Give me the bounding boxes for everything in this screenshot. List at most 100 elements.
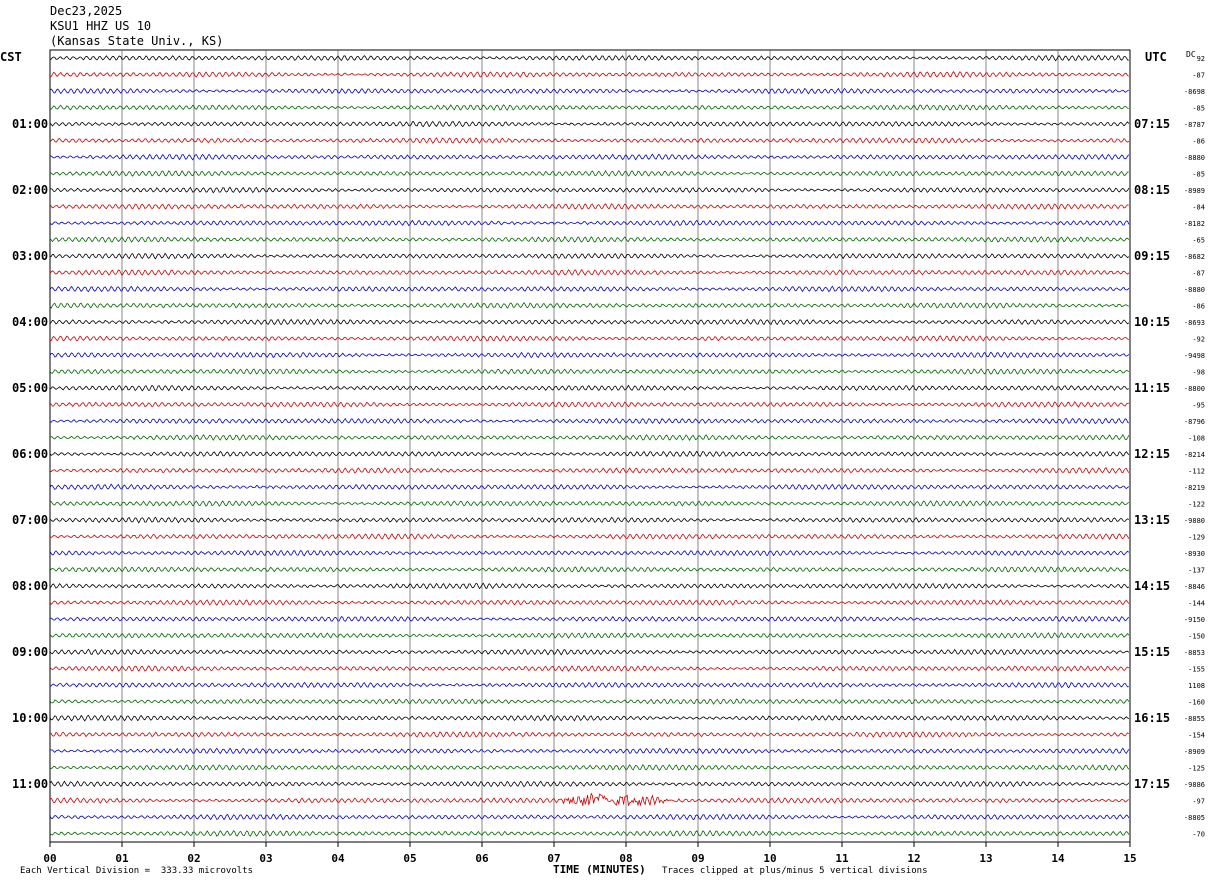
cst-hour-label: 08:00 xyxy=(12,579,48,593)
dc-offset-label: -9150 xyxy=(1184,616,1205,624)
seismic-trace xyxy=(49,302,1129,309)
seismic-trace xyxy=(49,533,1130,540)
dc-offset-label: -8693 xyxy=(1184,319,1205,327)
dc-offset-label: -95 xyxy=(1192,402,1205,410)
dc-offset-label: -8853 xyxy=(1184,649,1205,657)
seismic-trace xyxy=(49,566,1130,573)
dc-offset-label: -154 xyxy=(1188,732,1205,740)
seismic-trace xyxy=(49,829,1130,837)
dc-offset-label: -8855 xyxy=(1184,715,1205,723)
dc-offset-label: -144 xyxy=(1188,600,1205,608)
seismic-trace xyxy=(49,731,1130,738)
dc-offset-label: 92 xyxy=(1197,55,1205,63)
seismic-trace xyxy=(49,368,1130,375)
clip-note: Traces clipped at plus/minus 5 vertical … xyxy=(662,866,928,876)
seismic-trace xyxy=(49,582,1130,590)
plot-frame xyxy=(49,49,1131,843)
x-tick-label: 03 xyxy=(259,852,272,865)
dc-offset-label: -150 xyxy=(1188,633,1205,641)
utc-hour-label: 16:15 xyxy=(1134,711,1170,725)
seismic-trace xyxy=(49,792,1129,807)
seismic-trace xyxy=(49,450,1130,458)
seismic-trace xyxy=(49,483,1130,491)
dc-offset-label: -9886 xyxy=(1184,781,1205,789)
dc-offset-label: -86 xyxy=(1192,138,1205,146)
dc-offset-label: -8787 xyxy=(1184,121,1205,129)
seismic-trace xyxy=(49,186,1130,194)
seismic-trace xyxy=(49,780,1130,788)
utc-hour-label: 09:15 xyxy=(1134,249,1170,263)
dc-offset-label: -8796 xyxy=(1184,418,1205,426)
utc-hour-label: 12:15 xyxy=(1134,447,1170,461)
cst-hour-label: 05:00 xyxy=(12,381,48,395)
seismic-trace xyxy=(49,203,1129,210)
seismic-trace xyxy=(49,698,1130,705)
dc-offset-label: -85 xyxy=(1192,105,1205,113)
seismic-trace xyxy=(49,681,1129,689)
seismic-trace xyxy=(49,747,1130,755)
dc-offset-label: -8682 xyxy=(1184,253,1205,261)
utc-hour-label: 15:15 xyxy=(1134,645,1170,659)
seismic-trace xyxy=(49,351,1130,359)
x-tick-label: 12 xyxy=(907,852,920,865)
x-tick-label: 09 xyxy=(691,852,704,865)
seismic-trace xyxy=(49,500,1130,507)
dc-offset-label: -86 xyxy=(1192,303,1205,311)
dc-offset-label: -108 xyxy=(1188,435,1205,443)
utc-hour-label: 14:15 xyxy=(1134,579,1170,593)
seismic-trace xyxy=(49,434,1130,441)
utc-hour-label: 10:15 xyxy=(1134,315,1170,329)
dc-offset-label: -8805 xyxy=(1184,814,1205,822)
x-tick-label: 06 xyxy=(475,852,489,865)
left-timezone-label: CST xyxy=(0,50,22,64)
seismic-trace xyxy=(49,764,1130,771)
dc-offset-label: -8698 xyxy=(1184,88,1205,96)
dc-offset-label: -129 xyxy=(1188,534,1205,542)
seismic-trace xyxy=(49,599,1130,606)
seismic-trace xyxy=(49,384,1130,392)
dc-offset-label: -8214 xyxy=(1184,451,1205,459)
cst-hour-label: 11:00 xyxy=(12,777,48,791)
dc-offset-label: -70 xyxy=(1192,831,1205,839)
dc-offset-label: -137 xyxy=(1188,567,1205,575)
seismic-trace xyxy=(49,285,1130,293)
seismic-trace xyxy=(49,632,1130,639)
cst-hour-label: 10:00 xyxy=(12,711,48,725)
seismic-trace xyxy=(49,714,1130,722)
dc-offset-label: -155 xyxy=(1188,666,1205,674)
trace-group xyxy=(49,54,1130,837)
label-group: 00 01 02 03 04 05 06 07 08 09 10 11 12 13 14 15 92 -87 -86… xyxy=(12,55,1205,865)
seismic-trace xyxy=(49,137,1130,144)
utc-hour-label: 17:15 xyxy=(1134,777,1170,791)
dc-offset-label: -8880 xyxy=(1184,154,1205,162)
x-tick-label: 01 xyxy=(115,852,129,865)
seismic-trace xyxy=(49,615,1130,623)
dc-offset-label: -8219 xyxy=(1184,484,1205,492)
dc-offset-label: -85 xyxy=(1192,171,1205,179)
cst-hour-label: 02:00 xyxy=(12,183,48,197)
cst-hour-label: 06:00 xyxy=(12,447,48,461)
right-timezone-label: UTC xyxy=(1145,50,1167,64)
dc-offset-label: -87 xyxy=(1192,270,1205,278)
seismic-trace xyxy=(49,401,1129,408)
seismic-trace xyxy=(49,549,1130,557)
utc-hour-label: 08:15 xyxy=(1134,183,1170,197)
dc-offset-label: -8800 xyxy=(1184,385,1205,393)
x-tick-label: 11 xyxy=(835,852,849,865)
seismic-trace xyxy=(49,516,1130,524)
x-tick-label: 15 xyxy=(1123,852,1136,865)
seismic-trace xyxy=(49,268,1130,277)
seismic-trace xyxy=(49,813,1130,821)
seismic-trace xyxy=(49,235,1130,243)
seismic-trace xyxy=(49,87,1130,95)
seismic-trace xyxy=(49,169,1129,177)
utc-hour-label: 07:15 xyxy=(1134,117,1170,131)
dc-offset-label: -8846 xyxy=(1184,583,1205,591)
dc-offset-label: -87 xyxy=(1192,72,1205,80)
x-tick-label: 00 xyxy=(43,852,56,865)
seismic-trace xyxy=(49,252,1130,260)
x-tick-label: 08 xyxy=(619,852,632,865)
cst-hour-label: 04:00 xyxy=(12,315,48,329)
plot-grid xyxy=(49,49,1131,847)
